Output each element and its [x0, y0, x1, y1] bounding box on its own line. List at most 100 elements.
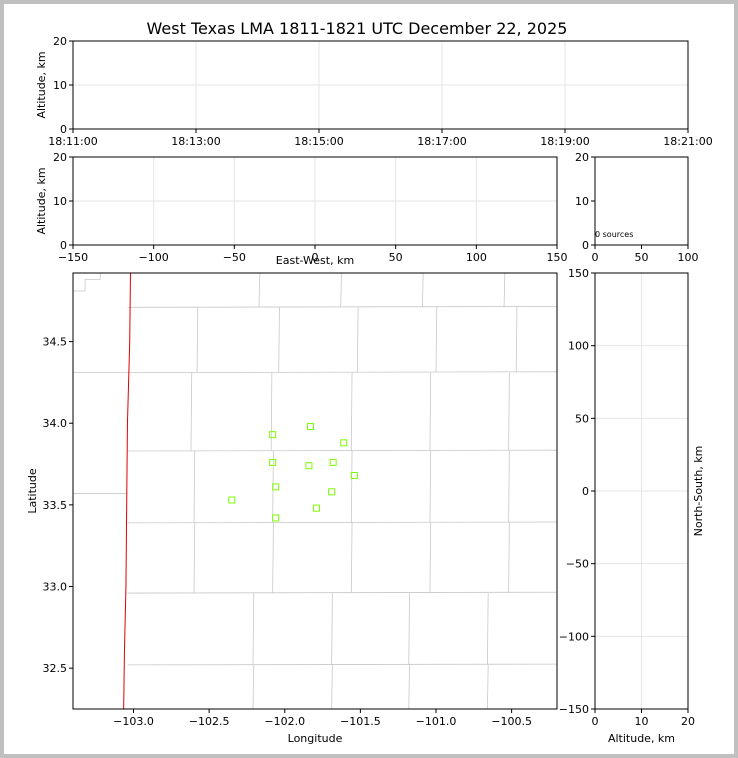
northsouth-altitude-xtick-label: 0 — [592, 715, 599, 728]
plan-view-xtick-label: −100.5 — [491, 715, 532, 728]
county-line — [127, 306, 557, 308]
northsouth-altitude-ylabel: North-South, km — [692, 446, 705, 537]
altitude-histogram-xtick-label: 0 — [592, 251, 599, 264]
northsouth-altitude-xtick-label: 20 — [681, 715, 695, 728]
county-line — [258, 273, 261, 308]
county-line — [350, 450, 353, 523]
altitude-time-ytick-label: 20 — [53, 35, 67, 48]
altitude-eastwest-xtick-label: 150 — [547, 251, 568, 264]
northsouth-altitude-panel: 0 10 20 −150 −100 −50 0 50 100 150 Altitude, km Nor… — [559, 267, 705, 745]
altitude-histogram-xtick-label: 100 — [678, 251, 699, 264]
altitude-time-xtick-label: 18:21:00 — [663, 135, 712, 148]
county-line — [127, 521, 557, 524]
figure-title: West Texas LMA 1811-1821 UTC December 22… — [147, 19, 568, 38]
county-line — [127, 591, 557, 594]
northsouth-altitude-ytick-label: 50 — [575, 412, 589, 425]
county-line — [503, 273, 506, 308]
source-marker — [272, 483, 280, 491]
county-line — [408, 664, 410, 709]
altitude-time-xtick-label: 18:19:00 — [540, 135, 589, 148]
county-line — [350, 522, 353, 594]
altitude-eastwest-ytick-label: 10 — [53, 195, 67, 208]
altitude-time-panel: 18:11:00 18:13:00 18:15:00 18:17:00 18:19:00… — [35, 35, 713, 148]
county-line — [508, 450, 510, 523]
county-line — [515, 307, 518, 373]
altitude-eastwest-xtick-label: 100 — [466, 251, 487, 264]
county-line — [340, 273, 342, 308]
northsouth-altitude-border — [594, 272, 689, 710]
county-line — [487, 664, 489, 709]
altitude-time-xtick-label: 18:11:00 — [48, 135, 97, 148]
plan-view-panel: −103.0 −102.5 −102.0 −101.5 −101.0 −100.5 32.5… — [26, 272, 558, 745]
plan-view-ytick-label: 33.5 — [43, 499, 68, 512]
plan-view-border — [72, 272, 558, 710]
altitude-histogram-xtick-label: 50 — [635, 251, 649, 264]
county-line — [127, 449, 557, 452]
county-line — [487, 593, 489, 665]
plan-view-xtick-label: −103.0 — [113, 715, 154, 728]
altitude-histogram-border — [594, 156, 689, 246]
county-line — [190, 372, 193, 451]
altitude-eastwest-panel: −150 −100 −50 0 50 100 150 0 10 20 East-West, km Al… — [35, 151, 568, 267]
altitude-time-border — [72, 40, 689, 130]
northsouth-altitude-ytick-label: −50 — [566, 558, 589, 571]
county-line — [272, 522, 274, 594]
county-line — [508, 522, 510, 594]
map-layer — [73, 273, 557, 709]
county-line — [193, 522, 196, 594]
altitude-eastwest-ytick-label: 0 — [60, 239, 67, 252]
plan-view-xtick-label: −101.5 — [340, 715, 381, 728]
county-line — [193, 450, 196, 523]
plan-view-ytick-label: 33.0 — [43, 581, 68, 594]
northsouth-altitude-xlabel: Altitude, km — [608, 732, 675, 745]
northsouth-altitude-ytick-label: 0 — [582, 485, 589, 498]
county-line — [331, 664, 333, 709]
county-line — [429, 522, 432, 594]
altitude-histogram-ytick-label: 20 — [575, 151, 589, 164]
altitude-histogram-panel-background — [595, 157, 688, 245]
county-line — [252, 664, 255, 709]
altitude-time-xtick-label: 18:13:00 — [171, 135, 220, 148]
county-line — [421, 273, 424, 308]
source-marker — [269, 458, 277, 466]
altitude-eastwest-xtick-label: 0 — [312, 251, 319, 264]
altitude-time-xtick-label: 18:15:00 — [294, 135, 343, 148]
source-marker — [350, 471, 358, 479]
altitude-time-ylabel: Altitude, km — [35, 51, 48, 118]
altitude-eastwest-ytick-label: 20 — [53, 151, 67, 164]
plan-view-xtick-label: −102.0 — [264, 715, 305, 728]
altitude-time-xtick-label: 18:17:00 — [417, 135, 466, 148]
source-marker — [328, 488, 336, 496]
county-line — [278, 307, 280, 373]
plan-view-ytick-label: 34.0 — [43, 417, 68, 430]
altitude-time-ytick-label: 0 — [60, 123, 67, 136]
state-border-line — [123, 273, 131, 709]
source-marker — [269, 431, 277, 439]
northsouth-altitude-ytick-label: 150 — [568, 267, 589, 280]
plan-view-xtick-label: −101.0 — [416, 715, 457, 728]
county-line — [408, 593, 410, 665]
figure: West Texas LMA 1811-1821 UTC December 22… — [4, 4, 734, 754]
source-marker — [313, 504, 321, 512]
altitude-time-ytick-label: 10 — [53, 79, 67, 92]
source-marker — [306, 422, 314, 430]
altitude-histogram-ytick-label: 10 — [575, 195, 589, 208]
altitude-eastwest-xlabel: East-West, km — [276, 254, 354, 267]
county-line — [508, 372, 510, 451]
plan-view-ylabel: Latitude — [26, 468, 39, 514]
county-line — [127, 663, 557, 666]
northsouth-altitude-ytick-label: −100 — [559, 630, 589, 643]
source-marker — [305, 462, 313, 470]
altitude-eastwest-xtick-label: −150 — [58, 251, 88, 264]
county-line — [435, 307, 438, 373]
source-marker — [340, 439, 348, 447]
source-marker — [329, 458, 337, 466]
altitude-eastwest-border — [72, 156, 558, 246]
county-line — [127, 371, 557, 374]
plan-view-ytick-label: 32.5 — [43, 662, 68, 675]
county-line — [331, 593, 333, 665]
county-line — [429, 372, 432, 451]
county-line — [252, 593, 255, 665]
plan-view-panel-background — [73, 273, 557, 709]
county-line — [356, 307, 359, 373]
